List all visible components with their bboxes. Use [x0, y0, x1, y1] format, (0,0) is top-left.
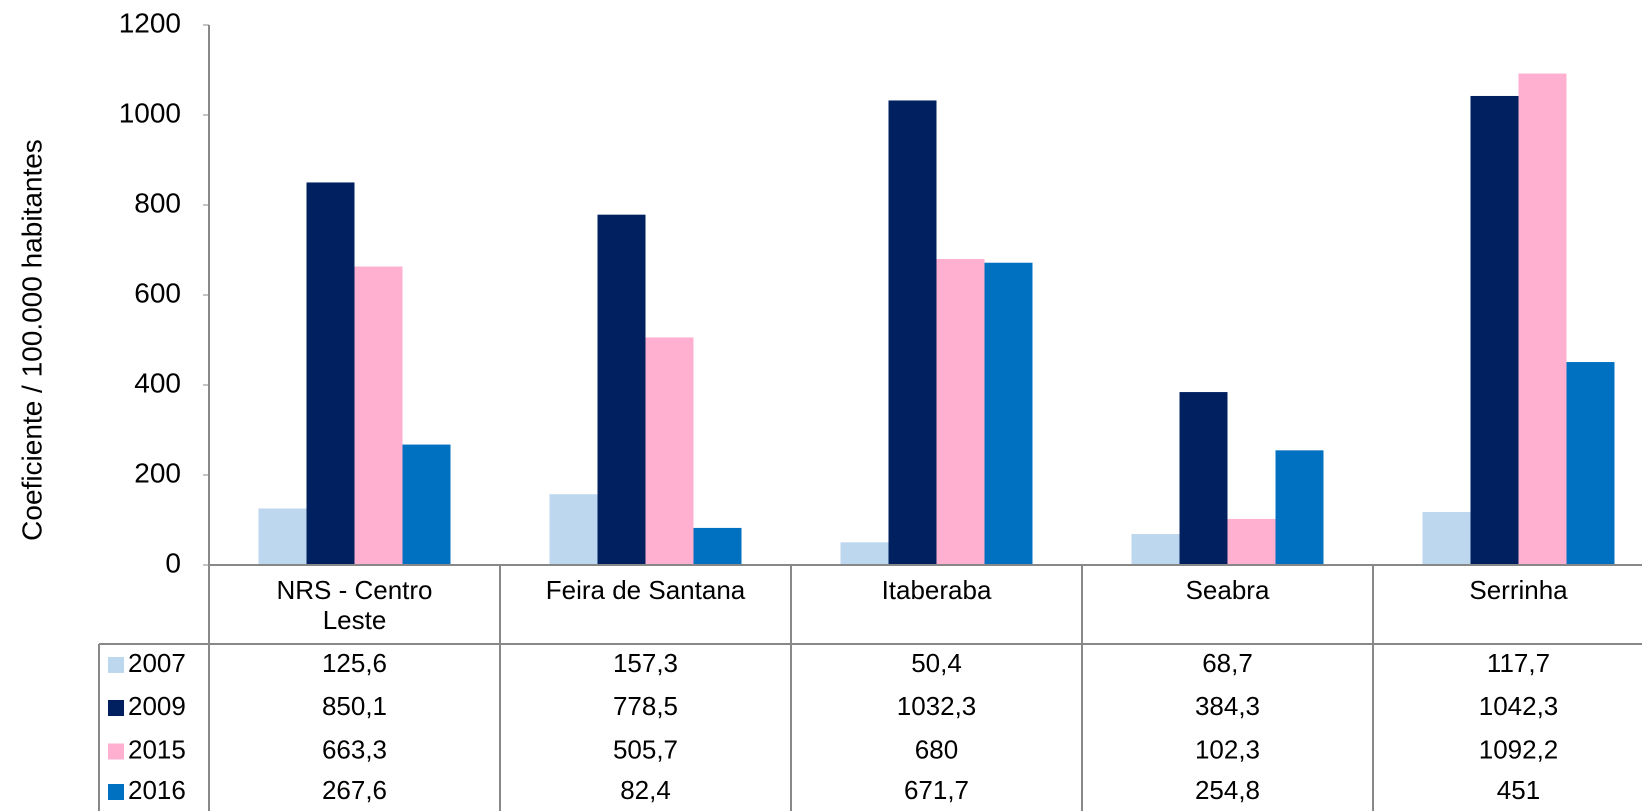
bar	[888, 100, 937, 565]
y-tick-label: 0	[165, 547, 181, 578]
table-value: 1032,3	[897, 691, 977, 721]
bar	[1131, 534, 1180, 565]
bar	[1179, 392, 1228, 565]
bar	[597, 214, 646, 566]
table-value: 671,7	[904, 775, 969, 805]
x-tick-label: Itaberaba	[881, 575, 992, 605]
bar	[1422, 512, 1471, 565]
table-value: 68,7	[1202, 648, 1253, 678]
bar	[840, 542, 889, 565]
bar	[984, 262, 1033, 565]
legend-swatch	[108, 700, 124, 716]
bar	[1518, 73, 1567, 565]
bar	[936, 259, 985, 565]
x-tick-label: NRS - Centro Leste	[276, 575, 433, 635]
table-value: 850,1	[322, 691, 387, 721]
table-value: 117,7	[1487, 648, 1550, 678]
legend-swatch	[108, 743, 124, 760]
bar	[645, 337, 694, 565]
y-tick-label: 200	[134, 457, 181, 488]
table-value: 505,7	[613, 734, 678, 764]
table-value: 451	[1497, 775, 1540, 805]
legend-swatch	[108, 784, 124, 800]
legend-label: 2016	[128, 775, 186, 805]
bar	[1470, 95, 1519, 565]
category-cell: Seabra	[1185, 575, 1270, 605]
y-tick-label: 800	[134, 187, 181, 218]
category-cell: Serrinha	[1469, 575, 1568, 605]
table-value: 82,4	[620, 775, 671, 805]
y-tick-label: 400	[134, 367, 181, 398]
y-tick-label: 1200	[119, 7, 181, 38]
bar	[306, 182, 355, 565]
table-value: 663,3	[322, 734, 387, 764]
table-value: 102,3	[1195, 734, 1260, 764]
table-value: 125,6	[322, 648, 387, 678]
legend-label: 2007	[128, 648, 186, 678]
table-value: 384,3	[1195, 691, 1260, 721]
bar	[1227, 518, 1276, 565]
category-cell: NRS - Centro Leste	[276, 575, 433, 635]
table-value: 680	[915, 734, 958, 764]
table-value: 1042,3	[1479, 691, 1559, 721]
y-tick-label: 1000	[119, 97, 181, 128]
bar	[1275, 450, 1324, 565]
x-tick-label: Feira de Santana	[545, 575, 746, 605]
legend-label: 2009	[128, 691, 186, 721]
bar	[258, 508, 307, 565]
x-tick-label: Seabra	[1185, 575, 1270, 605]
table-value: 50,4	[911, 648, 962, 678]
y-tick-label: 600	[134, 277, 181, 308]
bar	[402, 444, 451, 565]
table-value: 778,5	[613, 691, 678, 721]
legend-label: 2015	[128, 734, 186, 764]
table-value: 1092,2	[1479, 734, 1559, 764]
category-cell: Feira de Santana	[545, 575, 746, 605]
bar	[354, 266, 403, 565]
bar	[1566, 362, 1615, 565]
table-value: 254,8	[1195, 775, 1260, 805]
bar	[549, 494, 598, 565]
bar	[693, 527, 742, 565]
table-value: 267,6	[322, 775, 387, 805]
category-cell: Itaberaba	[881, 575, 992, 605]
x-tick-label: Serrinha	[1469, 575, 1568, 605]
y-axis-label: Coeficiente / 100.000 habitantes	[16, 139, 47, 541]
table-value: 157,3	[613, 648, 678, 678]
legend-swatch	[108, 657, 124, 673]
